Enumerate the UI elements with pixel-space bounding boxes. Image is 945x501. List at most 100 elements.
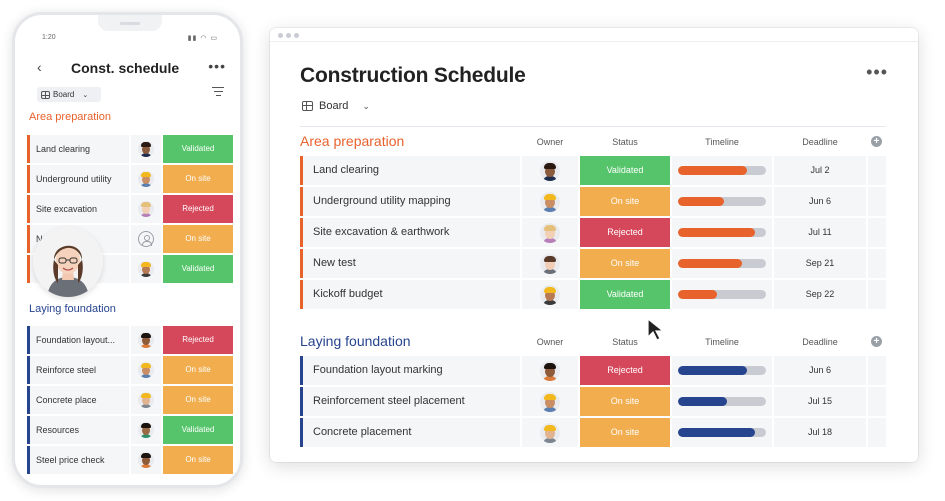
avatar[interactable] <box>138 332 154 348</box>
column-header-status[interactable]: Status <box>612 337 638 347</box>
owner-cell[interactable] <box>131 446 161 474</box>
timeline-cell[interactable] <box>672 187 772 216</box>
column-header-owner[interactable]: Owner <box>536 337 564 347</box>
task-name[interactable]: Reinforce steel <box>27 356 129 384</box>
column-header-deadline[interactable]: Deadline <box>802 337 838 347</box>
owner-cell[interactable] <box>522 218 578 247</box>
list-item[interactable]: Steel price check On site <box>27 446 233 474</box>
list-item[interactable]: Reinforce steel On site <box>27 356 233 384</box>
status-badge[interactable]: On site <box>163 446 233 474</box>
owner-cell[interactable] <box>131 255 161 283</box>
avatar[interactable] <box>138 422 154 438</box>
avatar[interactable] <box>138 452 154 468</box>
timeline-cell[interactable] <box>672 387 772 416</box>
owner-cell[interactable] <box>131 165 161 193</box>
status-badge[interactable]: On site <box>163 386 233 414</box>
back-icon[interactable]: ‹ <box>37 59 42 75</box>
empty-avatar-icon[interactable] <box>138 231 154 247</box>
table-row[interactable]: Kickoff budget Validated Sep 22 <box>300 280 886 309</box>
filter-icon[interactable] <box>212 87 224 98</box>
window-dot-icon[interactable] <box>294 33 299 38</box>
owner-cell[interactable] <box>131 225 161 253</box>
owner-cell[interactable] <box>131 356 161 384</box>
avatar[interactable] <box>138 141 154 157</box>
group-title[interactable]: Laying foundation <box>29 303 116 315</box>
status-badge[interactable]: Rejected <box>580 356 670 385</box>
task-name[interactable]: Land clearing <box>300 156 520 185</box>
owner-cell[interactable] <box>131 386 161 414</box>
task-name[interactable]: Site excavation & earthwork <box>300 218 520 247</box>
deadline-date[interactable]: Jun 6 <box>774 187 866 216</box>
task-name[interactable]: Site excavation <box>27 195 129 223</box>
owner-cell[interactable] <box>131 326 161 354</box>
avatar[interactable] <box>540 422 560 443</box>
owner-cell[interactable] <box>131 416 161 444</box>
avatar[interactable] <box>138 201 154 217</box>
avatar[interactable] <box>540 360 560 381</box>
avatar[interactable] <box>540 253 560 274</box>
table-row[interactable]: Concrete placement On site Jul 18 <box>300 418 886 447</box>
deadline-date[interactable]: Sep 21 <box>774 249 866 278</box>
avatar[interactable] <box>138 392 154 408</box>
owner-cell[interactable] <box>522 356 578 385</box>
table-row[interactable]: Land clearing Validated Jul 2 <box>300 156 886 185</box>
timeline-cell[interactable] <box>672 356 772 385</box>
list-item[interactable]: Land clearing Validated <box>27 135 233 163</box>
task-name[interactable]: Concrete placement <box>300 418 520 447</box>
table-row[interactable]: New test On site Sep 21 <box>300 249 886 278</box>
task-name[interactable]: Foundation layout marking <box>300 356 520 385</box>
deadline-date[interactable]: Jul 18 <box>774 418 866 447</box>
list-item[interactable]: Resources Validated <box>27 416 233 444</box>
list-item[interactable]: Site excavation Rejected <box>27 195 233 223</box>
timeline-cell[interactable] <box>672 280 772 309</box>
avatar[interactable] <box>540 284 560 305</box>
timeline-cell[interactable] <box>672 218 772 247</box>
table-row[interactable]: Foundation layout marking Rejected Jun 6 <box>300 356 886 385</box>
avatar[interactable] <box>138 362 154 378</box>
group-title[interactable]: Area preparation <box>29 111 111 123</box>
window-dot-icon[interactable] <box>278 33 283 38</box>
plus-circle-icon[interactable]: + <box>871 136 882 147</box>
table-row[interactable]: Site excavation & earthwork Rejected Jul 1… <box>300 218 886 247</box>
task-name[interactable]: Steel price check <box>27 446 129 474</box>
group-title[interactable]: Area preparation <box>300 133 405 149</box>
more-options-icon[interactable]: ••• <box>866 62 888 82</box>
board-view-selector[interactable]: Board ⌄ <box>302 100 370 112</box>
table-row[interactable]: Underground utility mapping On site Jun 6 <box>300 187 886 216</box>
avatar[interactable] <box>540 222 560 243</box>
deadline-date[interactable]: Jul 15 <box>774 387 866 416</box>
owner-cell[interactable] <box>522 156 578 185</box>
task-name[interactable]: New test <box>300 249 520 278</box>
status-badge[interactable]: On site <box>580 249 670 278</box>
status-badge[interactable]: Validated <box>163 416 233 444</box>
deadline-date[interactable]: Jun 6 <box>774 356 866 385</box>
status-badge[interactable]: On site <box>580 387 670 416</box>
window-dot-icon[interactable] <box>286 33 291 38</box>
column-header-owner[interactable]: Owner <box>536 137 564 147</box>
timeline-cell[interactable] <box>672 249 772 278</box>
status-badge[interactable]: Validated <box>163 135 233 163</box>
owner-cell[interactable] <box>131 195 161 223</box>
task-name[interactable]: Reinforcement steel placement <box>300 387 520 416</box>
column-header-status[interactable]: Status <box>612 137 638 147</box>
avatar[interactable] <box>138 171 154 187</box>
avatar[interactable] <box>540 191 560 212</box>
task-name[interactable]: Underground utility mapping <box>300 187 520 216</box>
avatar[interactable] <box>540 160 560 181</box>
task-name[interactable]: Resources <box>27 416 129 444</box>
task-name[interactable]: Kickoff budget <box>300 280 520 309</box>
status-badge[interactable]: Rejected <box>163 326 233 354</box>
timeline-cell[interactable] <box>672 418 772 447</box>
status-badge[interactable]: On site <box>163 225 233 253</box>
board-view-selector[interactable]: Board ⌄ <box>37 87 101 102</box>
owner-cell[interactable] <box>522 187 578 216</box>
list-item[interactable]: Concrete place On site <box>27 386 233 414</box>
task-name[interactable]: Concrete place <box>27 386 129 414</box>
status-badge[interactable]: On site <box>580 187 670 216</box>
deadline-date[interactable]: Sep 22 <box>774 280 866 309</box>
column-header-timeline[interactable]: Timeline <box>705 337 739 347</box>
deadline-date[interactable]: Jul 11 <box>774 218 866 247</box>
table-row[interactable]: Reinforcement steel placement On site Jul … <box>300 387 886 416</box>
status-badge[interactable]: On site <box>163 356 233 384</box>
column-header-deadline[interactable]: Deadline <box>802 137 838 147</box>
